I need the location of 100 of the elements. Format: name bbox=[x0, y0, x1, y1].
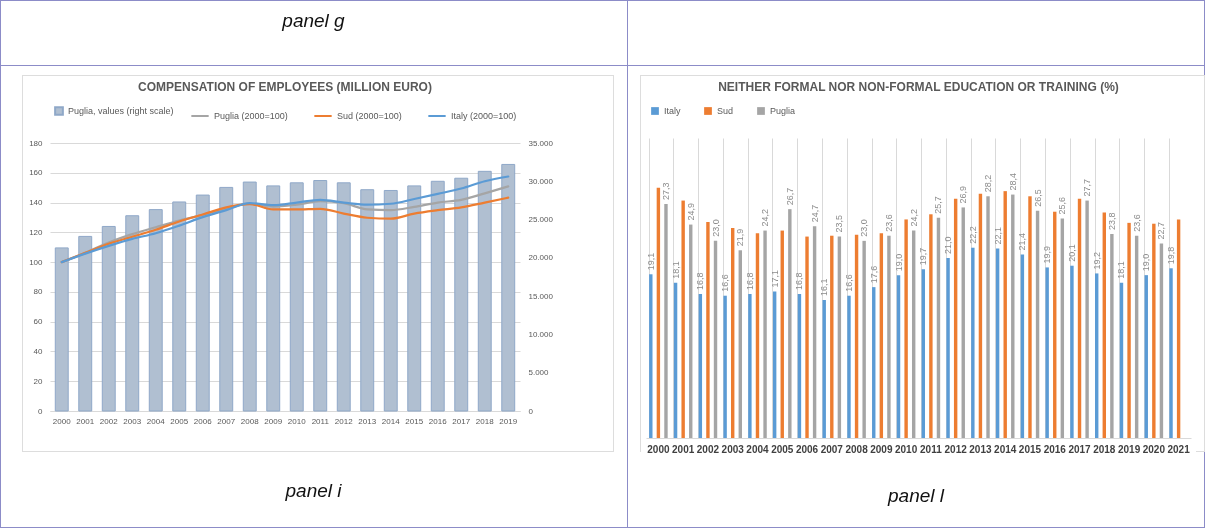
bar bbox=[54, 247, 69, 412]
x-tick-label: 2016 bbox=[1043, 443, 1067, 455]
bar bbox=[904, 219, 908, 438]
x-tick-label: 2017 bbox=[452, 416, 471, 426]
bar bbox=[1152, 223, 1156, 438]
data-label: 18,1 bbox=[1116, 261, 1127, 279]
text: panel g bbox=[281, 10, 346, 32]
data-label: 25,6 bbox=[1057, 197, 1068, 215]
data-label: 16,6 bbox=[843, 274, 854, 292]
x-tick-label: 2000 bbox=[52, 416, 72, 426]
bar bbox=[219, 186, 234, 412]
data-label: 28,2 bbox=[983, 174, 994, 193]
x-tick-label: 2004 bbox=[146, 416, 166, 426]
data-label: 21,9 bbox=[735, 228, 746, 247]
x-tick-label: 2009 bbox=[870, 443, 893, 455]
chart-title: NEITHER FORMAL NOR NON-FORMAL EDUCATION OR TRAINING (%) bbox=[718, 80, 1119, 94]
bar bbox=[748, 294, 752, 438]
bar bbox=[336, 182, 351, 412]
x-tick-label: 2010 bbox=[287, 416, 307, 426]
bar bbox=[477, 170, 492, 412]
x-tick-label: 2018 bbox=[475, 416, 495, 426]
bar bbox=[148, 209, 163, 412]
data-label: 16,8 bbox=[695, 272, 706, 290]
bar bbox=[195, 194, 210, 412]
data-label: 19,9 bbox=[1042, 245, 1053, 264]
bar bbox=[706, 222, 710, 438]
bar bbox=[454, 177, 469, 412]
data-label: 26,5 bbox=[1032, 189, 1043, 207]
x-tick-label: 2016 bbox=[428, 416, 448, 426]
x-tick-label: 2001 bbox=[76, 416, 95, 426]
x-tick-label: 2005 bbox=[170, 416, 189, 426]
data-label: 24,7 bbox=[809, 204, 820, 223]
data-label: 19,7 bbox=[918, 247, 929, 266]
bar bbox=[266, 185, 281, 412]
y2-tick-label: 15.000 bbox=[528, 291, 554, 301]
bar bbox=[723, 295, 727, 438]
bar bbox=[1085, 200, 1089, 438]
bar bbox=[383, 189, 398, 412]
bar bbox=[1070, 265, 1074, 438]
data-label: 27,3 bbox=[660, 182, 671, 200]
data-label: 23,0 bbox=[710, 219, 721, 237]
x-tick-label: 2021 bbox=[1167, 443, 1191, 455]
x-tick-label: 2003 bbox=[721, 443, 745, 455]
x-tick-label: 2020 bbox=[1142, 443, 1166, 455]
bar bbox=[929, 214, 933, 438]
data-label: 19,8 bbox=[1166, 246, 1177, 265]
y2-tick-label: 25.000 bbox=[528, 215, 554, 225]
x-tick-label: 2006 bbox=[193, 416, 213, 426]
x-tick-label: 2010 bbox=[894, 443, 918, 455]
legend-label: Puglia, values (right scale) bbox=[68, 106, 174, 116]
y2-tick-label: 5.000 bbox=[528, 368, 550, 378]
data-label: 19,2 bbox=[1091, 251, 1102, 270]
text: panel l bbox=[886, 485, 946, 507]
x-tick-label: 2008 bbox=[845, 443, 869, 455]
bar bbox=[1028, 196, 1032, 438]
x-tick-label: 2012 bbox=[334, 416, 354, 426]
legend-label: Puglia (2000=100) bbox=[214, 111, 288, 121]
y-tick-label: 180 bbox=[29, 138, 44, 148]
y-tick-label: 0 bbox=[38, 406, 44, 416]
bar bbox=[289, 182, 304, 412]
data-label: 28,4 bbox=[1007, 173, 1018, 191]
y-tick-label: 140 bbox=[29, 198, 44, 208]
data-label: 22,2 bbox=[967, 226, 978, 244]
data-label: 24,9 bbox=[685, 203, 696, 221]
x-tick-label: 2008 bbox=[240, 416, 260, 426]
x-tick-label: 2007 bbox=[217, 416, 236, 426]
legend-label: Sud bbox=[717, 106, 734, 116]
data-label: 19,0 bbox=[893, 253, 904, 272]
bar bbox=[101, 225, 116, 412]
data-label: 24,2 bbox=[760, 209, 771, 227]
bar bbox=[830, 235, 834, 438]
bar bbox=[501, 163, 516, 412]
bar bbox=[649, 274, 653, 438]
data-label: 16,8 bbox=[744, 272, 755, 290]
x-tick-label: 2013 bbox=[358, 416, 377, 426]
x-tick-label: 2018 bbox=[1093, 443, 1116, 455]
bar bbox=[986, 196, 990, 438]
bar bbox=[430, 180, 445, 412]
x-tick-label: 2006 bbox=[795, 443, 819, 455]
data-label: 21,0 bbox=[943, 236, 954, 254]
y2-tick-label: 35.000 bbox=[528, 138, 554, 148]
x-tick-label: 2012 bbox=[944, 443, 968, 455]
bar bbox=[862, 240, 866, 438]
data-label: 21,4 bbox=[1017, 233, 1028, 251]
x-tick-label: 2017 bbox=[1068, 443, 1092, 455]
data-label: 20,1 bbox=[1066, 244, 1077, 262]
x-tick-label: 2000 bbox=[647, 443, 670, 455]
x-tick-label: 2004 bbox=[746, 443, 770, 455]
y-tick-label: 40 bbox=[33, 346, 44, 356]
x-tick-label: 2005 bbox=[771, 443, 794, 455]
data-label: 19,0 bbox=[1141, 253, 1152, 272]
legend-label: Puglia bbox=[770, 106, 796, 116]
y-tick-label: 80 bbox=[33, 287, 44, 297]
data-label: 19,1 bbox=[645, 252, 656, 271]
x-tick-label: 2013 bbox=[969, 443, 992, 455]
data-label: 27,7 bbox=[1082, 179, 1093, 197]
bar bbox=[360, 189, 375, 412]
data-label: 16,6 bbox=[720, 274, 731, 292]
x-tick-label: 2001 bbox=[672, 443, 695, 455]
x-tick-label: 2019 bbox=[1117, 443, 1141, 455]
